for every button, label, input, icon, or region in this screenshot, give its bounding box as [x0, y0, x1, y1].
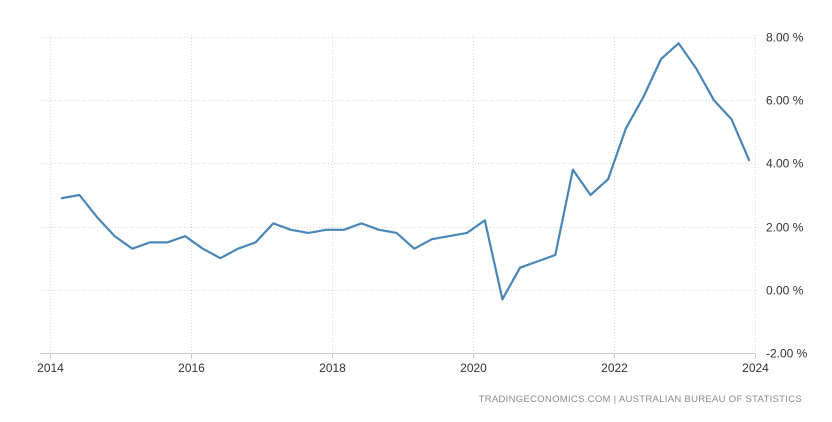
data-point	[625, 128, 627, 130]
data-point	[607, 178, 609, 180]
data-point	[519, 267, 521, 269]
data-point	[184, 235, 186, 237]
data-point	[413, 248, 415, 250]
x-tick-label: 2020	[460, 361, 487, 375]
x-tick-label: 2014	[37, 361, 64, 375]
x-tick-label: 2022	[601, 361, 628, 375]
data-point	[219, 257, 221, 259]
data-point	[678, 42, 680, 44]
x-tick-label: 2016	[178, 361, 205, 375]
y-tick-label: 0.00 %	[766, 284, 804, 298]
data-point	[272, 222, 274, 224]
data-point	[378, 229, 380, 231]
series-line	[60, 42, 751, 301]
data-point	[466, 232, 468, 234]
data-point	[554, 254, 556, 256]
data-point	[431, 238, 433, 240]
data-point	[449, 235, 451, 237]
data-point	[308, 232, 310, 234]
data-point	[131, 248, 133, 250]
series	[60, 42, 751, 301]
data-point	[748, 159, 750, 161]
x-tick-label: 2024	[742, 361, 769, 375]
data-point	[78, 194, 80, 196]
data-point	[202, 248, 204, 250]
data-point	[642, 96, 644, 98]
data-point	[167, 241, 169, 243]
x-axis-ticks: 2014 2016 2018 2020 2022 2024	[37, 361, 769, 375]
y-tick-label: 4.00 %	[766, 157, 804, 171]
data-point	[290, 229, 292, 231]
data-point	[360, 222, 362, 224]
data-point	[255, 241, 257, 243]
data-point	[590, 194, 592, 196]
grid	[40, 35, 756, 353]
data-point	[484, 219, 486, 221]
data-point	[695, 68, 697, 70]
y-tick-label: 2.00 %	[766, 221, 804, 235]
y-tick-label: 6.00 %	[766, 94, 804, 108]
x-tick-label: 2018	[319, 361, 346, 375]
data-point	[96, 216, 98, 218]
y-tick-label: -2.00 %	[766, 347, 808, 361]
data-point	[237, 248, 239, 250]
data-point	[660, 58, 662, 60]
data-point	[114, 235, 116, 237]
data-point	[572, 169, 574, 171]
y-axis-ticks: 8.00 % 6.00 % 4.00 % 2.00 % 0.00 % -2.00 %	[766, 31, 808, 361]
data-point	[537, 260, 539, 262]
data-point	[149, 241, 151, 243]
data-point	[731, 118, 733, 120]
data-point	[396, 232, 398, 234]
x-axis	[40, 353, 756, 359]
data-point	[501, 298, 503, 300]
source-credit: TRADINGECONOMICS.COM | AUSTRALIAN BUREAU…	[478, 394, 802, 405]
data-point	[343, 229, 345, 231]
data-point	[61, 197, 63, 199]
data-point	[713, 99, 715, 101]
y-tick-label: 8.00 %	[766, 31, 804, 45]
data-point	[325, 229, 327, 231]
